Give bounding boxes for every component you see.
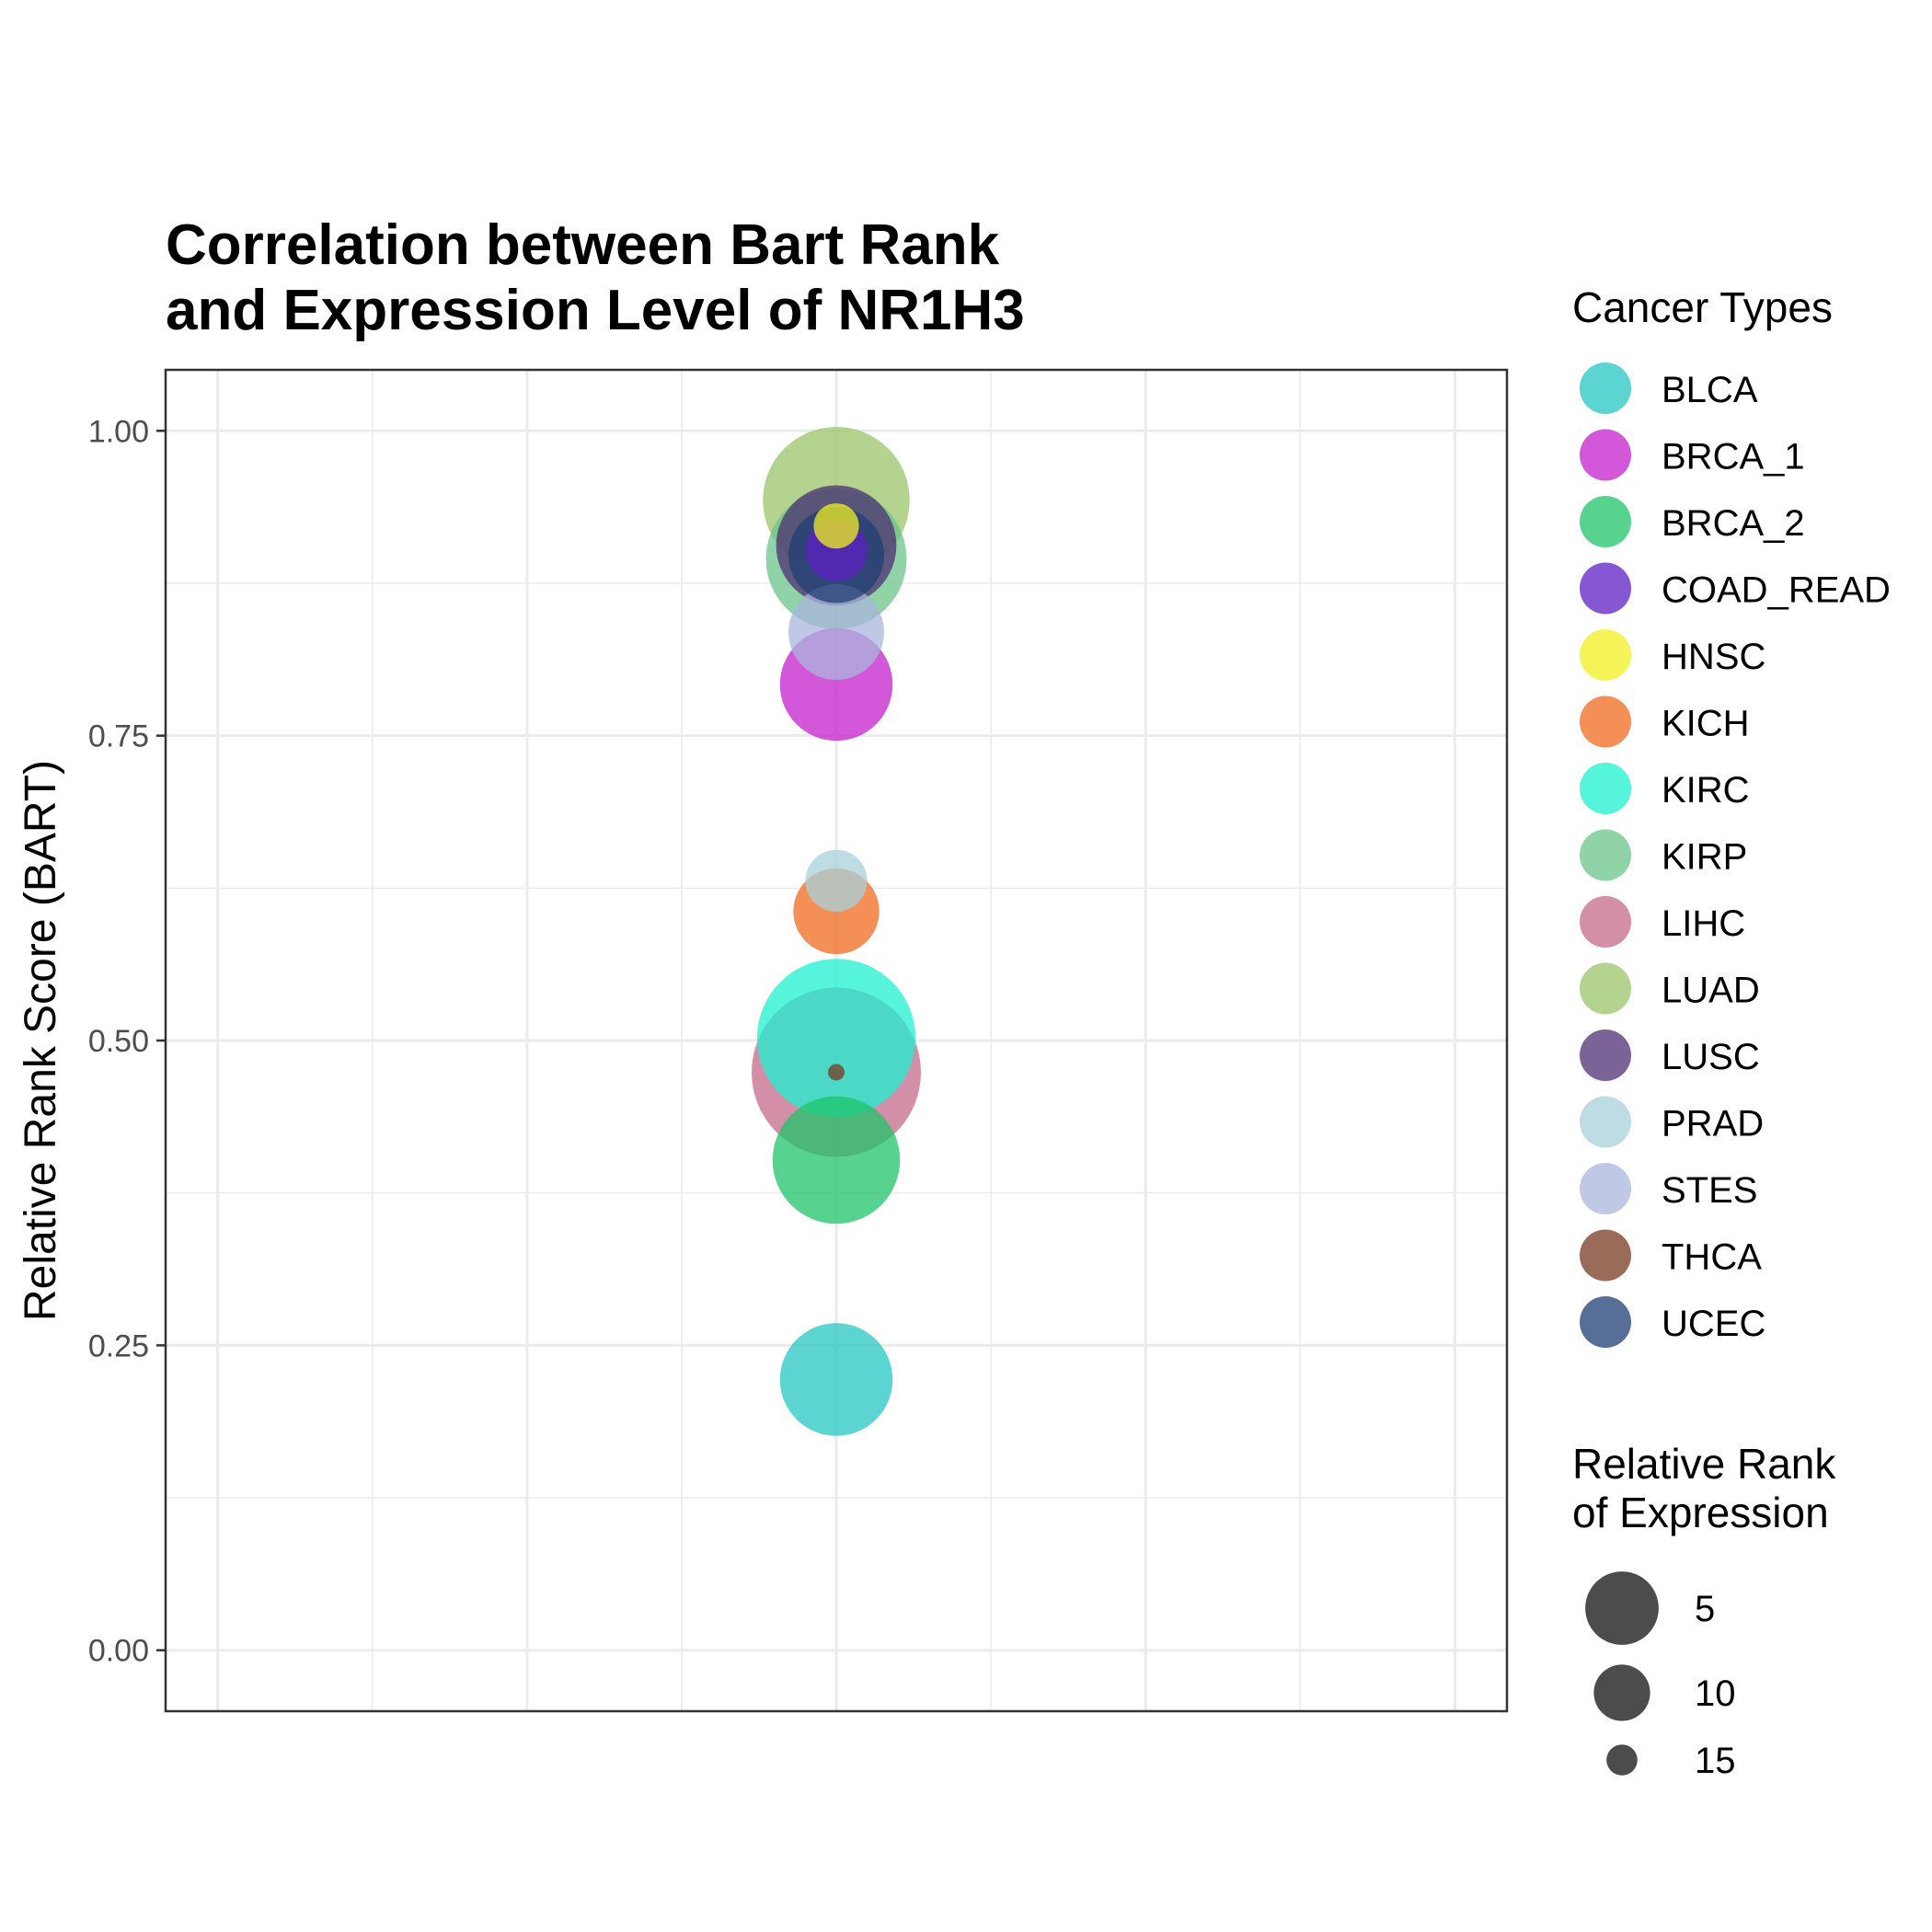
size-legend-label: 15: [1695, 1741, 1736, 1781]
point-brca_2: [772, 1096, 901, 1225]
legend-key-brca_1: [1580, 429, 1631, 481]
size-legend-key: [1606, 1744, 1638, 1776]
legend-color-entries: BLCA BRCA_1 BRCA_2 COAD_READ HNSC KICH KIRC KIR…: [1580, 362, 1891, 1348]
legend-key-thca: [1580, 1229, 1631, 1282]
legend-key-kirp: [1580, 829, 1631, 881]
size-legend-label: 5: [1695, 1589, 1715, 1629]
point-stes: [788, 584, 884, 680]
legend-label-stes: STES: [1662, 1170, 1757, 1211]
legend-label-brca_1: BRCA_1: [1662, 437, 1805, 477]
y-axis: 0.00 0.25 0.50 0.75 1.00: [88, 414, 166, 1669]
y-axis-tick-label: 0.50: [88, 1024, 149, 1059]
point-hnsc: [813, 503, 859, 549]
legend-color-title: Cancer Types: [1572, 283, 1833, 331]
legend-label-lihc: LIHC: [1662, 903, 1745, 944]
plot-panel-border: [164, 368, 1509, 1713]
y-axis-tick-label: 1.00: [88, 414, 149, 449]
legend-key-blca: [1580, 362, 1631, 414]
point-blca: [779, 1323, 893, 1436]
point-prad: [805, 849, 868, 912]
legend-label-hnsc: HNSC: [1662, 637, 1765, 677]
y-axis-label: Relative Rank Score (BART): [17, 760, 65, 1321]
legend-label-kirc: KIRC: [1662, 770, 1750, 811]
size-legend-key: [1593, 1664, 1650, 1721]
legend-label-kich: KICH: [1662, 704, 1750, 744]
legend-key-luad: [1580, 962, 1631, 1015]
legend-key-brca_2: [1580, 496, 1631, 547]
legend-label-prad: PRAD: [1662, 1104, 1764, 1144]
point-thca: [828, 1064, 845, 1081]
legend-label-brca_2: BRCA_2: [1662, 503, 1805, 544]
legend-label-coad_read: COAD_READ: [1662, 570, 1891, 611]
legend-label-ucec: UCEC: [1662, 1304, 1765, 1344]
legend-label-thca: THCA: [1662, 1237, 1762, 1278]
y-axis-tick-label: 0.00: [88, 1634, 149, 1669]
legend-label-luad: LUAD: [1662, 971, 1760, 1011]
legend-key-hnsc: [1580, 629, 1631, 681]
chart-title-line-2: and Expression Level of NR1H3: [166, 279, 1025, 342]
legend-key-prad: [1580, 1096, 1631, 1148]
legend-key-ucec: [1580, 1296, 1631, 1348]
point-kirc: [756, 959, 916, 1118]
legend-key-kirc: [1580, 763, 1631, 814]
legend-label-blca: BLCA: [1662, 370, 1758, 410]
size-legend-key: [1585, 1571, 1659, 1645]
legend-label-lusc: LUSC: [1662, 1037, 1760, 1077]
y-axis-tick-label: 0.75: [88, 719, 149, 754]
legend-label-kirp: KIRP: [1662, 837, 1747, 878]
legend-key-lusc: [1580, 1029, 1631, 1081]
legend-size-entries: 5 10 15: [1585, 1571, 1736, 1781]
legend-key-coad_read: [1580, 562, 1631, 615]
legend-size-title-line-1: Relative Rank: [1572, 1440, 1836, 1488]
legend-key-stes: [1580, 1163, 1631, 1214]
size-legend-label: 10: [1695, 1673, 1736, 1714]
data-points: [752, 427, 921, 1436]
y-axis-tick-label: 0.25: [88, 1328, 149, 1363]
legend-key-lihc: [1580, 896, 1631, 948]
chart-title-line-1: Correlation between Bart Rank: [166, 213, 1000, 277]
legend-size-title-line-2: of Expression: [1572, 1489, 1829, 1536]
legend-key-kich: [1580, 696, 1631, 748]
